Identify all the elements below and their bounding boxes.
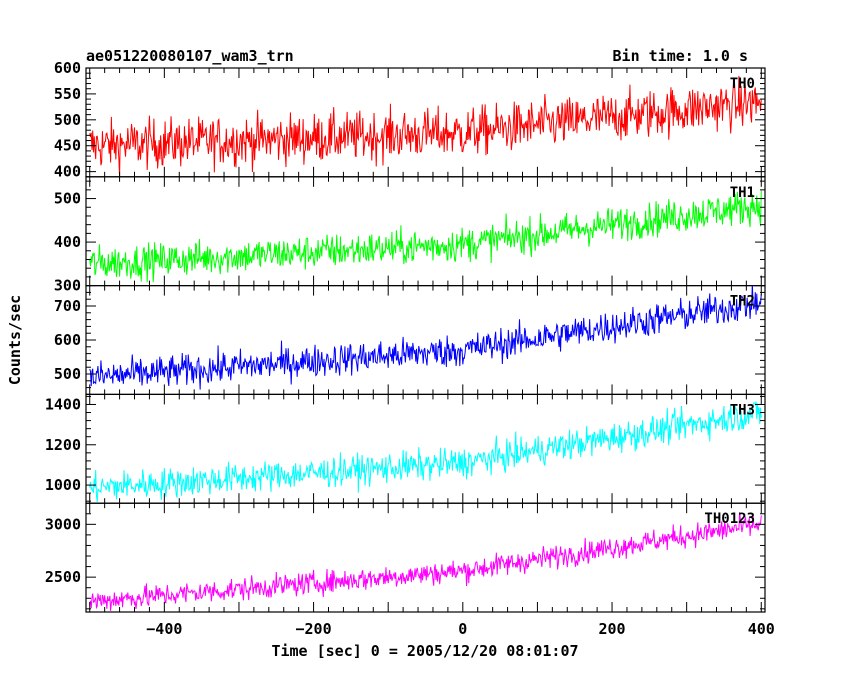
chart-title: ae051220080107_wam3_trn [86, 47, 294, 65]
y-tick-label: 700 [54, 297, 81, 315]
x-tick-label: −200 [296, 620, 332, 638]
x-tick-label: 200 [598, 620, 625, 638]
series-th2-line [89, 285, 762, 390]
y-tick-label: 500 [54, 190, 81, 208]
panel-label-th2: TH2 [730, 294, 755, 310]
y-axis-label: Counts/sec [6, 295, 24, 385]
y-tick-label: 400 [54, 233, 81, 251]
x-axis-label: Time [sec] 0 = 2005/12/20 08:01:07 [271, 642, 578, 660]
y-tick-label: 500 [54, 365, 81, 383]
y-tick-label: 1200 [45, 436, 81, 454]
bin-time-label: Bin time: 1.0 s [613, 47, 748, 65]
y-tick-label: 1400 [45, 395, 81, 413]
panel-frame-th3 [85, 393, 766, 504]
y-tick-label: 400 [54, 163, 81, 181]
panel-label-th0: TH0 [730, 76, 755, 92]
x-tick-label: 0 [458, 620, 467, 638]
series-th0-line [89, 75, 762, 177]
x-tick-label: −400 [146, 620, 182, 638]
y-tick-label: 3000 [45, 515, 81, 533]
y-tick-label: 450 [54, 137, 81, 155]
y-tick-label: 1000 [45, 476, 81, 494]
y-tick-label: 300 [54, 277, 81, 295]
panel-frame-th2 [85, 285, 766, 396]
panel-frame-th0123 [85, 502, 766, 613]
y-tick-label: 600 [54, 331, 81, 349]
panel-label-th1: TH1 [730, 185, 755, 201]
series-th0123-line [89, 512, 762, 611]
y-tick-label: 2500 [45, 568, 81, 586]
panels-group: 400 450 500 550 600 TH0 300 400 500 TH1 500 600 700 T… [45, 59, 775, 638]
y-tick-label: 500 [54, 111, 81, 129]
panel-label-th3: TH3 [730, 402, 755, 418]
panel-frame-th1 [85, 176, 766, 287]
y-tick-label: 600 [54, 59, 81, 77]
series-th3-line [89, 401, 762, 502]
y-tick-label: 550 [54, 85, 81, 103]
x-tick-label: 400 [748, 620, 775, 638]
panel-label-th0123: TH0123 [704, 511, 755, 527]
series-th1-line [89, 190, 762, 283]
